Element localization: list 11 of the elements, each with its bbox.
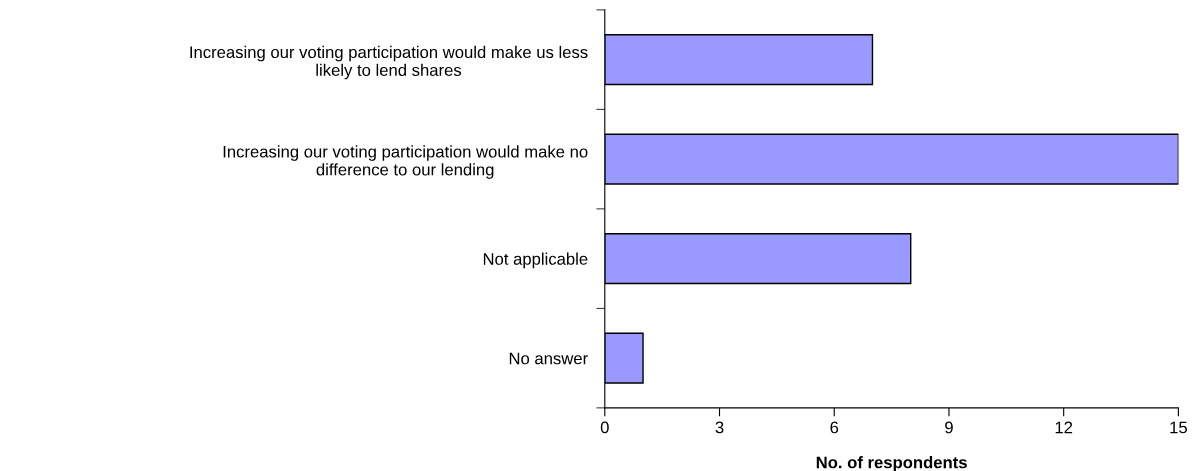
- x-tick-label: 0: [600, 421, 609, 434]
- x-tick-label: 9: [945, 421, 953, 434]
- x-tick-label: 3: [715, 421, 724, 434]
- y-tick-label: Increasing our voting participation would make us less likely to lend shares: [190, 45, 588, 80]
- x-axis-title: No. of respondents: [816, 456, 967, 471]
- y-tick-label: Increasing our voting participation would make no difference to our lending: [223, 145, 588, 179]
- y-tick-label: Not applicable: [483, 252, 588, 269]
- x-tick-label: 12: [1055, 421, 1073, 434]
- x-tick-label: 6: [830, 421, 839, 434]
- x-tick-label: 15: [1170, 421, 1187, 434]
- y-tick-label: No answer: [509, 352, 588, 365]
